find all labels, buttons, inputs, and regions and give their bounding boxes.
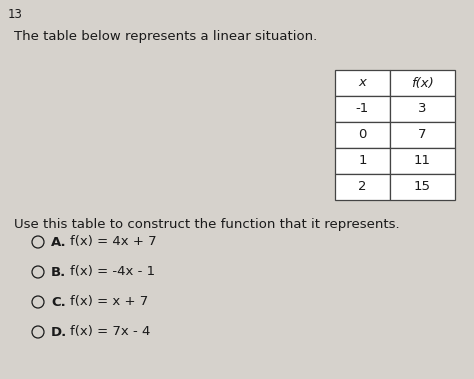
- Bar: [335, 148, 390, 174]
- Text: f(x) = x + 7: f(x) = x + 7: [70, 296, 148, 309]
- Bar: [335, 96, 390, 122]
- Text: B.: B.: [51, 266, 66, 279]
- Text: 3: 3: [418, 102, 427, 116]
- Text: f(x): f(x): [411, 77, 434, 89]
- Bar: [390, 174, 455, 200]
- Bar: [390, 122, 455, 148]
- Text: 7: 7: [418, 128, 427, 141]
- Bar: [390, 70, 455, 96]
- Text: A.: A.: [51, 235, 67, 249]
- Bar: [335, 122, 390, 148]
- Text: Use this table to construct the function that it represents.: Use this table to construct the function…: [14, 218, 400, 231]
- Text: x: x: [358, 77, 366, 89]
- Text: f(x) = 7x - 4: f(x) = 7x - 4: [70, 326, 150, 338]
- Text: C.: C.: [51, 296, 66, 309]
- Text: f(x) = -4x - 1: f(x) = -4x - 1: [70, 266, 155, 279]
- Text: 15: 15: [414, 180, 431, 194]
- Bar: [390, 148, 455, 174]
- Bar: [390, 96, 455, 122]
- Text: f(x) = 4x + 7: f(x) = 4x + 7: [70, 235, 156, 249]
- Text: 13: 13: [8, 8, 23, 21]
- Text: D.: D.: [51, 326, 67, 338]
- Text: -1: -1: [356, 102, 369, 116]
- Bar: [335, 174, 390, 200]
- Text: 1: 1: [358, 155, 367, 168]
- Text: The table below represents a linear situation.: The table below represents a linear situ…: [14, 30, 317, 43]
- Text: 2: 2: [358, 180, 367, 194]
- Text: 11: 11: [414, 155, 431, 168]
- Text: 0: 0: [358, 128, 367, 141]
- Bar: [335, 70, 390, 96]
